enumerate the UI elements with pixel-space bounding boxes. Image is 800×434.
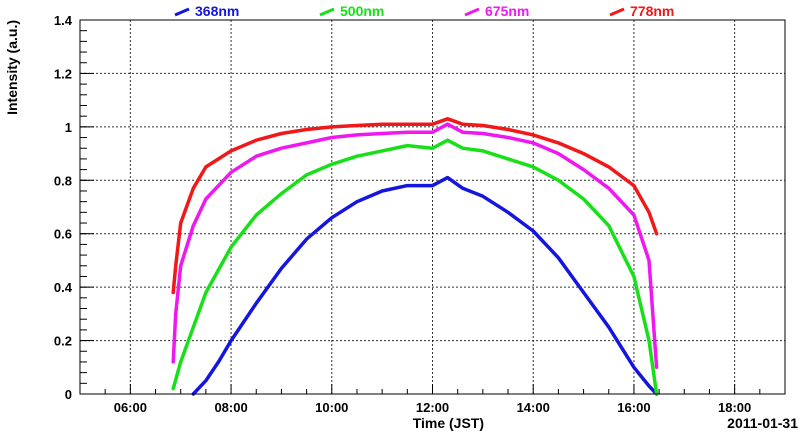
legend-label-778nm: 778nm: [630, 3, 674, 19]
y-tick-label: 0.8: [54, 173, 72, 188]
series-line-500nm: [171, 138, 659, 396]
series-line-368nm: [191, 175, 659, 396]
x-tick-label: 10:00: [315, 400, 348, 415]
date-label: 2011-01-31: [727, 415, 798, 431]
y-tick-label: 1: [65, 120, 72, 135]
legend-label-500nm: 500nm: [340, 3, 384, 19]
y-tick-label: 0: [65, 387, 72, 402]
legend-swatch: [174, 7, 190, 17]
x-tick-label: 16:00: [617, 400, 650, 415]
y-axis-title: Intensity (a.u.): [4, 20, 20, 115]
legend-swatch: [319, 7, 335, 17]
x-axis-title: Time (JST): [413, 415, 484, 431]
legend-label-368nm: 368nm: [195, 3, 239, 19]
y-tick-label: 0.4: [54, 280, 73, 295]
legend-label-675nm: 675nm: [485, 3, 529, 19]
x-tick-label: 06:00: [114, 400, 147, 415]
x-tick-label: 14:00: [517, 400, 550, 415]
y-tick-label: 0.6: [54, 227, 72, 242]
x-tick-label: 08:00: [214, 400, 247, 415]
legend-swatch: [609, 7, 625, 17]
x-tick-label: 18:00: [718, 400, 751, 415]
x-tick-label: 12:00: [416, 400, 449, 415]
y-tick-label: 0.2: [54, 334, 72, 349]
legend-swatch: [464, 7, 480, 17]
series-line-675nm: [171, 122, 659, 370]
y-tick-label: 1.4: [54, 13, 73, 28]
y-tick-label: 1.2: [54, 66, 72, 81]
series-line-778nm: [171, 117, 659, 295]
